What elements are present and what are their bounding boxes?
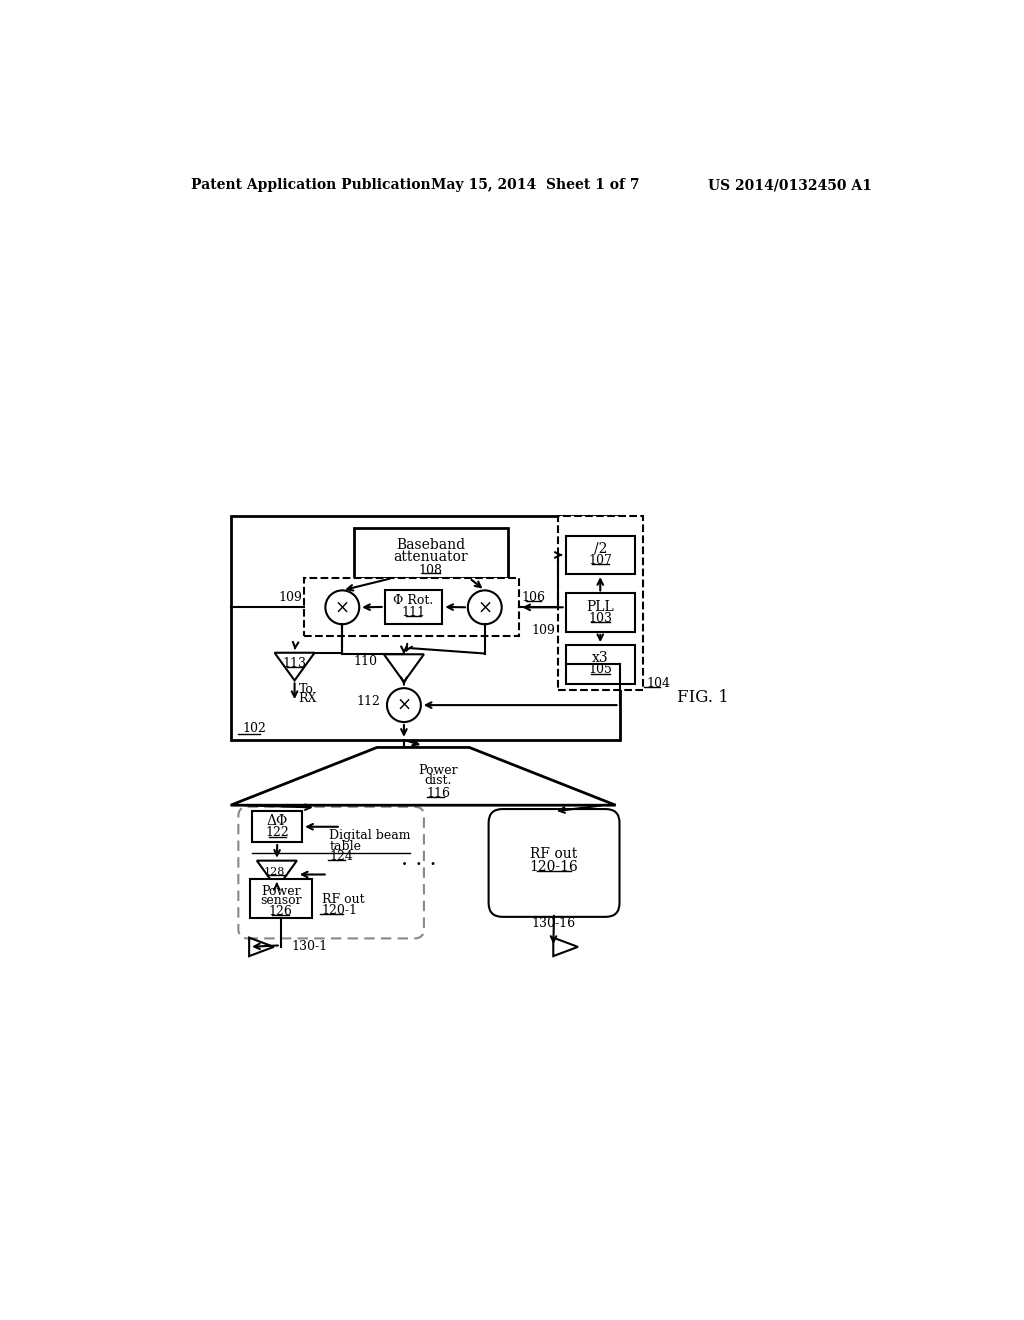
Text: ×: × — [335, 598, 350, 616]
Bar — [385, 590, 442, 624]
Text: 130-1: 130-1 — [292, 940, 328, 953]
Text: 120-1: 120-1 — [322, 904, 357, 917]
FancyBboxPatch shape — [488, 809, 620, 917]
Bar — [230, 516, 620, 739]
Text: 112: 112 — [357, 694, 381, 708]
Text: Baseband: Baseband — [396, 539, 466, 552]
Text: FIG. 1: FIG. 1 — [677, 689, 729, 706]
Text: ×: × — [477, 598, 493, 616]
Text: 110: 110 — [353, 656, 378, 668]
Bar — [558, 516, 643, 689]
Text: 106: 106 — [521, 591, 545, 605]
Text: 111: 111 — [401, 606, 426, 619]
Text: To: To — [298, 684, 313, 696]
Text: dist.: dist. — [425, 775, 453, 788]
Text: US 2014/0132450 A1: US 2014/0132450 A1 — [708, 178, 871, 193]
Text: 113: 113 — [283, 657, 306, 671]
Text: 109: 109 — [278, 591, 302, 605]
Text: x3: x3 — [592, 651, 608, 665]
Text: 108: 108 — [419, 564, 442, 577]
Text: 130-16: 130-16 — [531, 917, 575, 931]
Bar — [304, 578, 519, 636]
Text: PLL: PLL — [587, 599, 614, 614]
Text: 126: 126 — [268, 906, 293, 917]
Text: 120-16: 120-16 — [529, 859, 579, 874]
Bar — [250, 879, 311, 917]
Text: RF out: RF out — [530, 846, 578, 861]
Text: 116: 116 — [427, 787, 451, 800]
Text: /2: /2 — [594, 541, 607, 556]
Bar — [565, 536, 635, 574]
FancyBboxPatch shape — [239, 807, 424, 939]
Text: Power: Power — [419, 764, 459, 776]
Text: 109: 109 — [531, 624, 555, 638]
Bar — [354, 528, 508, 578]
Text: 122: 122 — [265, 826, 289, 840]
Text: 124: 124 — [330, 850, 353, 863]
Text: 128: 128 — [264, 867, 286, 878]
Text: Power: Power — [261, 884, 300, 898]
Text: May 15, 2014  Sheet 1 of 7: May 15, 2014 Sheet 1 of 7 — [431, 178, 639, 193]
Text: table: table — [330, 840, 361, 853]
Text: 105: 105 — [589, 663, 612, 676]
Text: 103: 103 — [588, 611, 612, 624]
Text: 107: 107 — [589, 554, 612, 566]
Text: ΔΦ: ΔΦ — [266, 814, 288, 829]
Bar — [252, 812, 302, 842]
Text: RX: RX — [298, 693, 316, 705]
Text: ×: × — [396, 696, 412, 714]
Text: RF out: RF out — [322, 894, 365, 907]
Text: attenuator: attenuator — [393, 550, 468, 564]
Text: Φ Rot.: Φ Rot. — [393, 594, 433, 607]
Text: Patent Application Publication: Patent Application Publication — [190, 178, 430, 193]
Bar — [565, 594, 635, 632]
Text: Digital beam: Digital beam — [330, 829, 411, 842]
Text: . . .: . . . — [401, 849, 437, 870]
Text: 104: 104 — [646, 677, 671, 690]
Text: sensor: sensor — [260, 894, 301, 907]
Text: 102: 102 — [243, 722, 266, 735]
Bar — [565, 645, 635, 684]
